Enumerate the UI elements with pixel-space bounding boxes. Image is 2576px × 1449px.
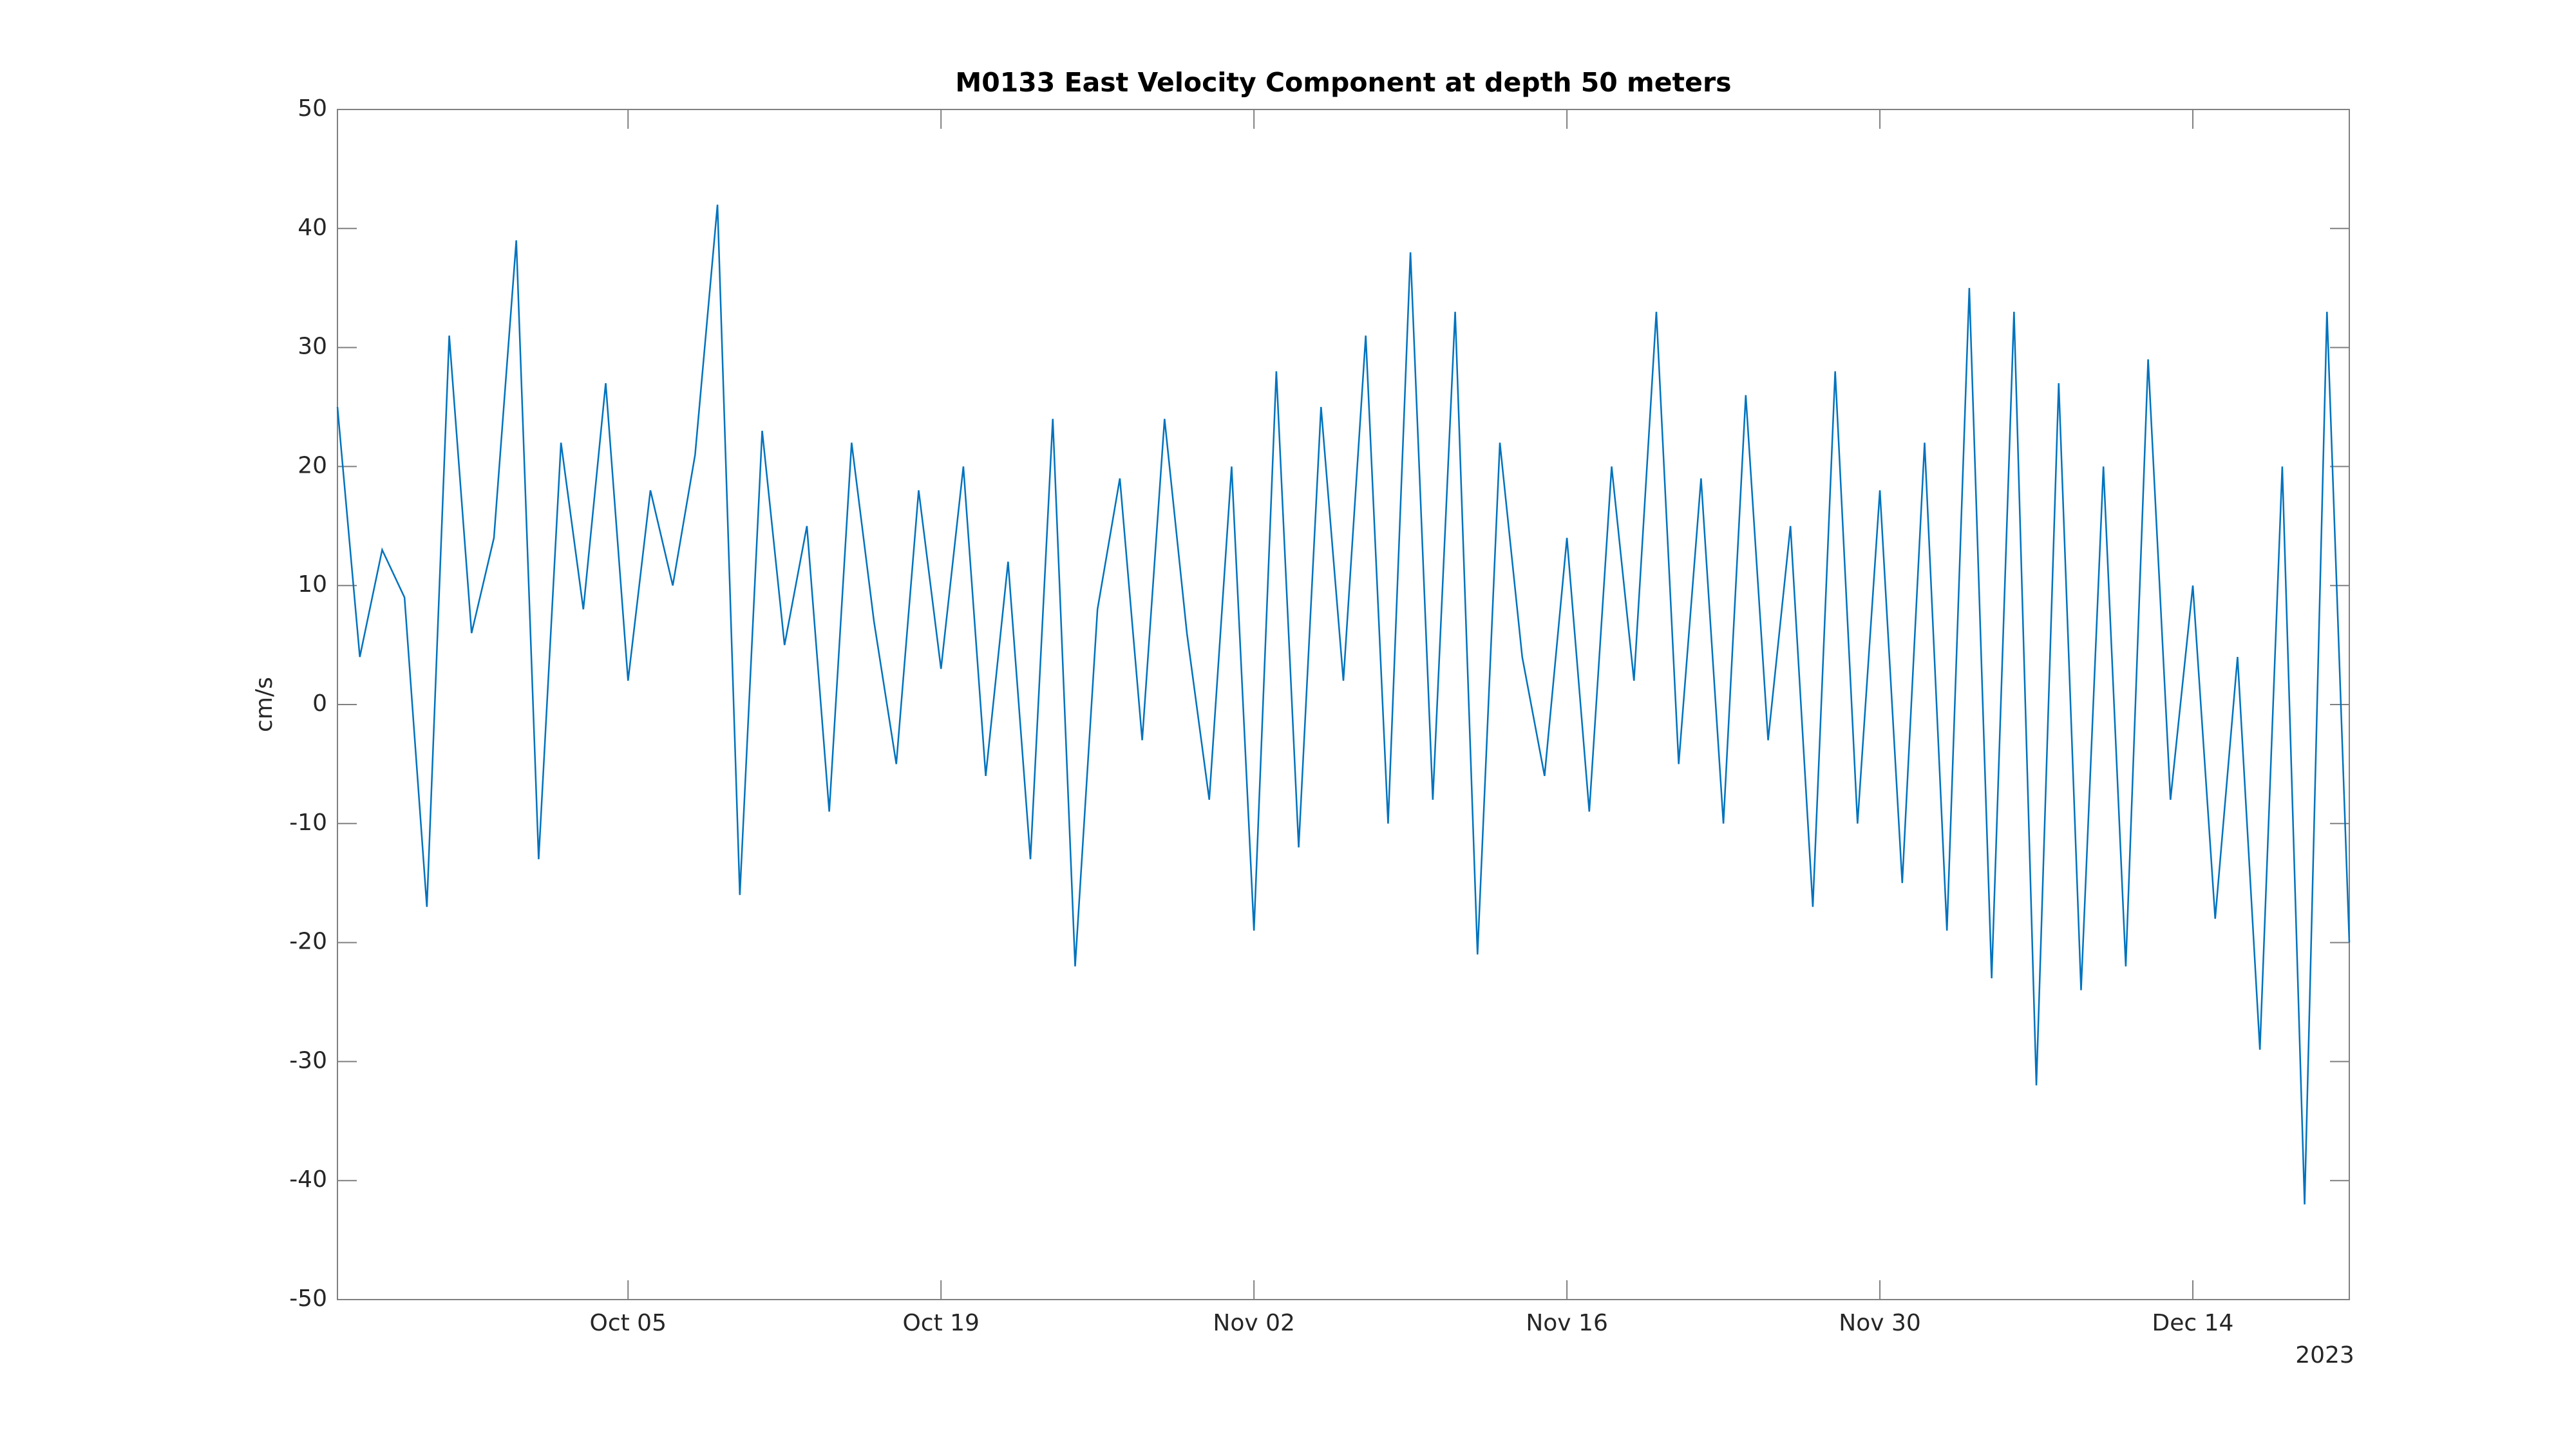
y-tick-label: 30 [298, 334, 327, 360]
x-tick-label: Nov 16 [1526, 1310, 1608, 1336]
y-tick-label: 50 [298, 95, 327, 122]
y-tick-label: -30 [289, 1047, 327, 1074]
x-tick-label: Nov 02 [1213, 1310, 1295, 1336]
y-tick-label: 20 [298, 452, 327, 478]
plot-frame [337, 109, 2350, 1300]
x-tick-label: Dec 14 [2152, 1310, 2234, 1336]
y-tick-label: 40 [298, 214, 327, 241]
y-tick-label: 10 [298, 571, 327, 598]
y-tick-label: -20 [289, 929, 327, 955]
data-line [336, 204, 2351, 1205]
x-tick-label: Oct 05 [589, 1310, 667, 1336]
y-tick-label: 0 [312, 690, 327, 717]
x-tick-label: Oct 19 [902, 1310, 980, 1336]
y-axis-label: cm/s [251, 677, 278, 732]
x-year-label: 2023 [2295, 1342, 2354, 1368]
y-tick-label: -50 [289, 1285, 327, 1312]
y-tick-label: -40 [289, 1166, 327, 1193]
chart-title: M0133 East Velocity Component at depth 5… [955, 67, 1731, 98]
y-tick-label: -10 [289, 810, 327, 836]
x-tick-label: Nov 30 [1839, 1310, 1921, 1336]
